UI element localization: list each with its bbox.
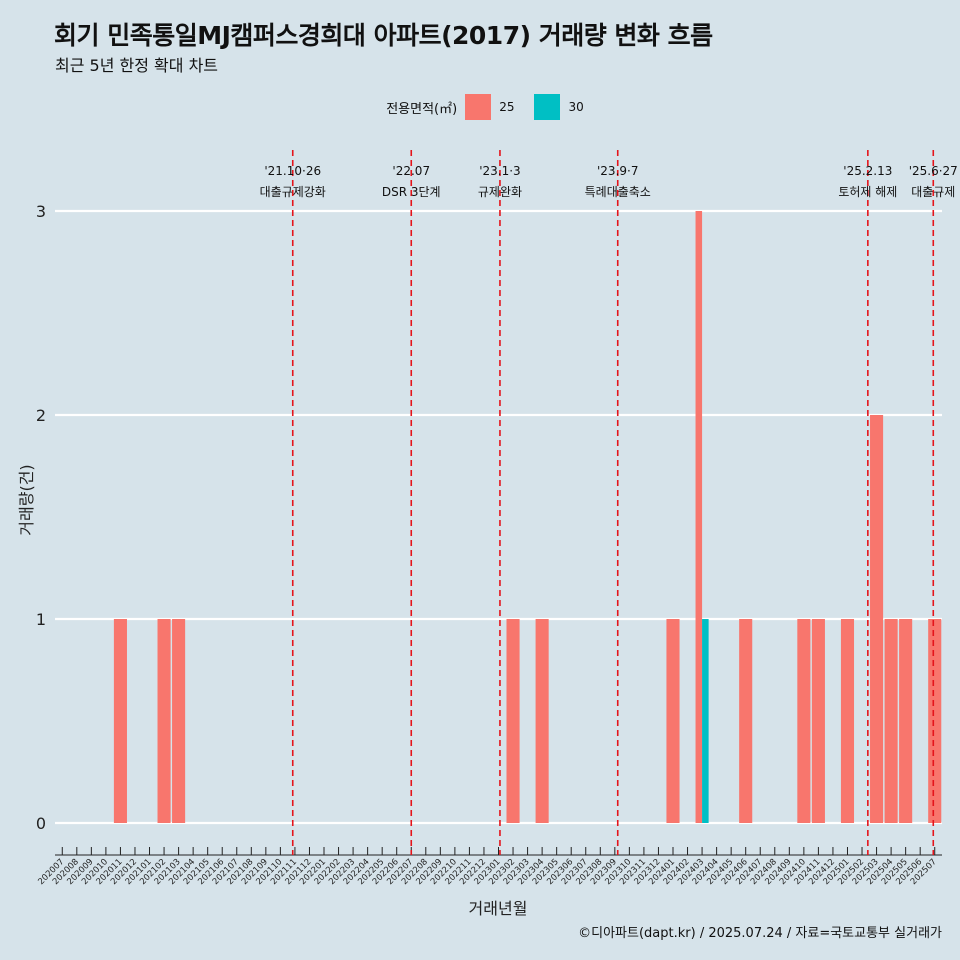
chart-subtitle: 최근 5년 한정 확대 차트: [55, 56, 219, 75]
chart-title: 회기 민족통일MJ캠퍼스경희대 아파트(2017) 거래량 변화 흐름: [54, 21, 713, 50]
event-date-5: '25.6·27: [909, 164, 958, 178]
legend-label-25: 25: [499, 100, 515, 114]
y-tick-label-3: 3: [36, 202, 46, 221]
event-date-4: '25.2.13: [843, 164, 892, 178]
bar-25-202103: [172, 619, 186, 823]
legend-title: 전용면적(㎡): [386, 101, 458, 117]
bar-25-202102: [157, 619, 171, 823]
y-tick-label-0: 0: [36, 814, 46, 833]
bar-25-202302: [506, 619, 520, 823]
y-tick-label-1: 1: [36, 610, 46, 629]
bar-25-202304: [535, 619, 549, 823]
x-axis-title: 거래년월: [469, 899, 528, 918]
legend-swatch-25: [465, 94, 492, 120]
bar-25-202504: [884, 619, 898, 823]
event-date-1: '22.07: [392, 164, 430, 178]
bar-25-202011: [113, 619, 127, 823]
event-label-1: DSR 3단계: [382, 185, 441, 199]
bar-25-202410: [797, 619, 811, 823]
bar-25-202403: [695, 211, 703, 823]
bar-25-202505: [899, 619, 913, 823]
bar-25-202507: [928, 619, 942, 823]
legend: 전용면적(㎡) 25 30: [0, 93, 960, 121]
event-label-2: 규제완화: [478, 185, 522, 199]
event-date-3: '23.9·7: [597, 164, 638, 178]
event-date-2: '23.1·3: [479, 164, 520, 178]
event-date-0: '21.10·26: [264, 164, 321, 178]
legend-label-30: 30: [568, 100, 584, 114]
event-label-3: 특례대출축소: [585, 185, 651, 199]
y-axis-title: 거래량(건): [17, 464, 36, 535]
source-caption: ©디아파트(dapt.kr) / 2025.07.24 / 자료=국토교통부 실…: [578, 926, 942, 941]
legend-swatch-30: [534, 94, 561, 120]
bar-25-202501: [840, 619, 855, 823]
bar-25-202503: [870, 415, 884, 823]
event-label-4: 토허제 해제: [838, 185, 897, 199]
y-tick-label-2: 2: [36, 406, 46, 425]
bar-25-202401: [666, 619, 680, 823]
bar-25-202406: [739, 619, 753, 823]
bar-30-202403: [702, 619, 709, 823]
bar-25-202411: [811, 619, 825, 823]
event-label-5: 대출규제: [911, 185, 955, 199]
event-label-0: 대출규제강화: [260, 185, 326, 199]
